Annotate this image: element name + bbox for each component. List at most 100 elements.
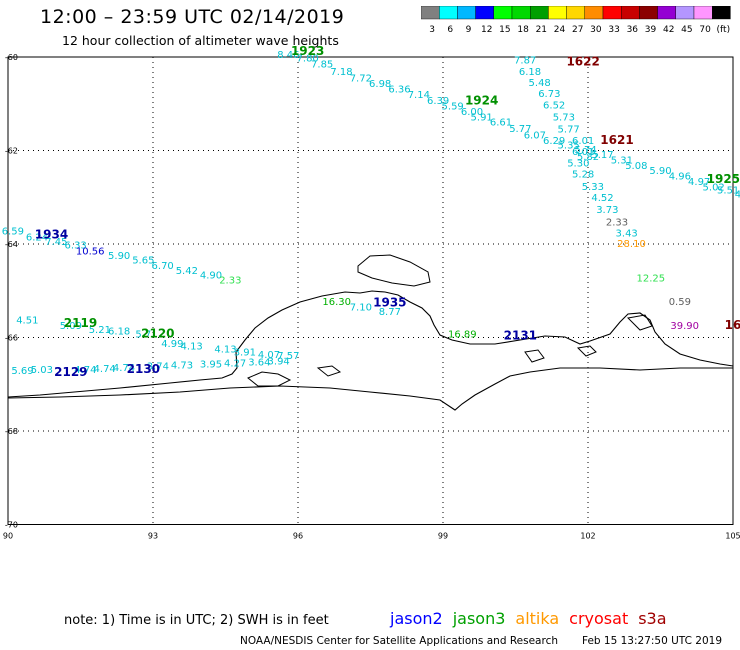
wave-height-label: 4.74 (94, 364, 116, 375)
wave-height-label: 12.25 (637, 273, 666, 284)
legend-jason3: jason3 (452, 609, 506, 628)
wave-height-label: 7.80 (297, 54, 319, 65)
wave-height-label: 6.39 (427, 96, 449, 107)
wave-height-label: 5.51 (717, 186, 739, 197)
wave-height-label: 16.89 (448, 330, 477, 341)
wave-height-label: 6.36 (388, 85, 410, 96)
wave-height-label: 6.98 (369, 79, 391, 90)
wave-height-label: 4.97 (688, 177, 710, 188)
wave-height-label: 6.70 (152, 261, 174, 272)
ice-shelf-edge (7, 367, 733, 411)
wave-height-label: 5.90 (649, 166, 671, 177)
wave-height-label: 6.01 (572, 147, 594, 158)
colorbar: 3 6 9 12 15 18 21 24 27 30 33 36 39 42 45 70 (ft) (421, 6, 731, 35)
colorbar-label: 42 (663, 25, 674, 35)
wave-height-label: 4.13 (181, 342, 203, 353)
pass-time-label: 16 (725, 318, 740, 332)
wave-height-label: 4.96 (669, 171, 691, 182)
wave-height-label: 6.59 (2, 227, 24, 238)
island-outline (626, 314, 653, 331)
wave-height-label: 5.59 (442, 101, 464, 112)
wave-height-label: 6.73 (538, 89, 560, 100)
pass-time-label: 2119 (64, 316, 97, 330)
wave-height-label: 5.02 (703, 183, 725, 194)
colorbar-label: 33 (608, 25, 619, 35)
wave-height-label: 5.77 (509, 124, 531, 135)
wave-height-label: 5.77 (558, 125, 580, 136)
x-tick-label: 93 (148, 532, 158, 541)
wave-height-label: 7.14 (408, 90, 430, 101)
wave-height-label: 5.69 (11, 366, 33, 377)
wave-height-label: 5.74 (574, 145, 596, 156)
pass-time-label: 2131 (504, 328, 537, 342)
wave-height-label: 5.28 (572, 170, 594, 181)
y-tick-label: -70 (5, 521, 18, 530)
pass-time-label: 1923 (291, 44, 324, 58)
wave-height-label: 4.99 (161, 339, 183, 350)
wave-height-label: 4.27 (224, 358, 246, 369)
colorbar-label: (ft) (717, 25, 731, 35)
wave-height-label: 5.33 (582, 182, 604, 193)
pass-time-label: 1622 (566, 54, 599, 68)
wave-height-label: 5.31 (611, 156, 633, 167)
island-outline (357, 254, 431, 287)
wave-height-label: 5.90 (108, 251, 130, 262)
colorbar-label: 18 (517, 25, 529, 35)
wave-height-label: 5.08 (625, 161, 647, 172)
wave-height-label: 4.07 (258, 350, 280, 361)
wave-height-label: 5.21 (89, 325, 111, 336)
wave-height-label: 3.73 (596, 205, 618, 216)
wave-height-label: 6.52 (543, 100, 565, 111)
pass-time-label: 1924 (465, 94, 498, 108)
y-tick-label: -60 (5, 53, 18, 62)
wave-height-label: 5.91 (471, 113, 493, 124)
wave-height-label: 4.9 (735, 189, 740, 200)
colorbar-label: 3 (429, 25, 435, 35)
wave-height-label: 4.52 (591, 193, 613, 204)
x-tick-label: 90 (3, 532, 13, 541)
wave-height-label: 6.00 (461, 107, 483, 118)
y-tick-label: -66 (5, 334, 18, 343)
colorbar-label: 24 (554, 25, 566, 35)
wave-height-label: 5.82 (577, 152, 599, 163)
island-outline (576, 345, 597, 357)
island-outline (316, 365, 342, 377)
credit-line: NOAA/NESDIS Center for Satellite Applica… (240, 635, 558, 647)
wave-height-label: 3.43 (616, 229, 638, 240)
pass-time-label: 1925 (707, 172, 740, 186)
island-outline (524, 349, 545, 363)
footnote: note: 1) Time is in UTC; 2) SWH is in fe… (64, 613, 329, 628)
pass-time-label: 1621 (600, 133, 633, 147)
wave-height-label: 10.56 (76, 246, 105, 257)
wave-height-label: 8.46 (277, 50, 299, 61)
page-subtitle: 12 hour collection of altimeter wave hei… (62, 33, 339, 48)
colorbar-label: 21 (536, 25, 547, 35)
wave-height-label: 3.74 (147, 361, 169, 372)
pass-time-label: 1934 (35, 227, 68, 241)
wave-height-label: 3.94 (268, 357, 290, 368)
wave-height-label: 4.90 (200, 271, 222, 282)
wave-height-label: 39.90 (670, 321, 699, 332)
wave-height-label: 2.33 (606, 217, 628, 228)
wave-height-label: 5.42 (176, 266, 198, 277)
colorbar-label: 70 (699, 25, 711, 35)
legend-altika: altika (515, 609, 560, 628)
wave-height-label: 4.74 (74, 365, 96, 376)
wave-height-label: 7.10 (350, 302, 372, 313)
wave-height-label: 4.51 (16, 315, 38, 326)
wave-height-label: 4.73 (171, 360, 193, 371)
colorbar-label: 6 (447, 25, 453, 35)
wave-height-label: 5.30 (567, 158, 589, 169)
colorbar-label: 36 (627, 25, 639, 35)
pass-time-label: 1935 (373, 296, 406, 310)
wave-height-label: 4.13 (214, 344, 236, 355)
x-tick-label: 96 (293, 532, 303, 541)
island-outline (247, 371, 292, 387)
colorbar-label: 9 (466, 25, 472, 35)
generated-timestamp: Feb 15 13:27:50 UTC 2019 (582, 635, 722, 647)
wave-height-label: 7.18 (330, 67, 352, 78)
x-tick-label: 99 (438, 532, 448, 541)
wave-height-label: 5.03 (31, 365, 53, 376)
wave-height-label: 0.59 (669, 297, 691, 308)
